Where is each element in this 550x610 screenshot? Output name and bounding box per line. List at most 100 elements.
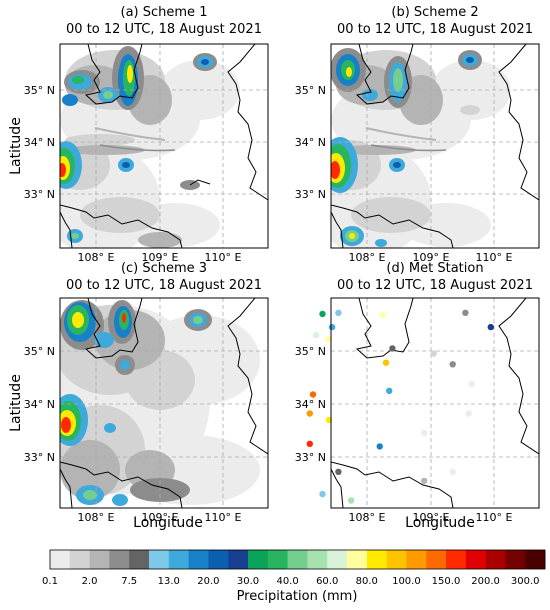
colorbar-cell	[208, 550, 229, 569]
station-marker	[313, 331, 320, 339]
colorbar-cell	[485, 550, 506, 569]
station-marker	[319, 310, 326, 318]
colorbar-cell	[248, 550, 269, 569]
panel-b-boundaries	[331, 44, 539, 248]
panel-b-map	[330, 43, 540, 249]
panel-a-title: (a) Scheme 1	[121, 5, 208, 20]
colorbar-cell	[228, 550, 249, 569]
colorbar-cell	[426, 550, 447, 569]
lon-tick-c-110: 110° E	[205, 511, 242, 524]
station-marker	[335, 309, 342, 316]
lat-tick-c-35: 35° N	[24, 345, 55, 358]
lat-tick-b-34: 34° N	[295, 136, 326, 149]
station-marker	[487, 323, 494, 331]
colorbar-cell	[89, 550, 110, 569]
colorbar-tick-label: 150.0	[432, 576, 461, 587]
colorbar-cell	[406, 550, 427, 569]
colorbar-tick-label: 300.0	[511, 576, 540, 587]
colorbar-tick-label: 40.0	[276, 576, 298, 587]
lat-tick-a-33: 33° N	[24, 188, 55, 201]
panel-d-title: (d) Met Station	[386, 261, 483, 276]
panel-c-gridlines	[60, 298, 268, 508]
panel-a-precip-field	[60, 46, 240, 248]
xlabel-left: Longitude	[133, 515, 203, 531]
lon-tick-b-110: 110° E	[476, 251, 513, 264]
lon-tick-d-110: 110° E	[476, 511, 513, 524]
colorbar	[50, 550, 546, 569]
lat-tick-b-35: 35° N	[295, 84, 326, 97]
station-marker	[389, 345, 396, 352]
colorbar-frame	[49, 549, 546, 570]
lon-tick-a-110: 110° E	[205, 251, 242, 264]
station-marker	[468, 380, 475, 388]
colorbar-cell	[465, 550, 486, 569]
colorbar-tick-label: 7.5	[121, 576, 137, 587]
panel-c-precip-field	[60, 300, 260, 506]
panel-b-title: (b) Scheme 2	[391, 5, 478, 20]
station-marker	[335, 468, 342, 475]
panel-a-boundaries	[60, 44, 268, 248]
colorbar-cell	[307, 550, 328, 569]
colorbar-tick-label: 13.0	[158, 576, 180, 587]
station-marker	[430, 350, 437, 357]
lon-tick-b-109: 109° E	[413, 251, 450, 264]
lat-tick-d-35: 35° N	[295, 345, 326, 358]
panel-a-gridlines	[60, 44, 268, 248]
colorbar-tick-label: 100.0	[392, 576, 421, 587]
station-marker	[421, 429, 428, 437]
lat-tick-c-33: 33° N	[24, 451, 55, 464]
colorbar-cell	[327, 550, 348, 569]
colorbar-tick-label: 2.0	[82, 576, 98, 587]
colorbar-cell	[149, 550, 170, 569]
colorbar-cell	[129, 550, 150, 569]
lat-tick-d-34: 34° N	[295, 398, 326, 411]
colorbar-cell	[386, 550, 407, 569]
colorbar-tick-label: 0.1	[42, 576, 58, 587]
station-marker	[379, 311, 387, 319]
lat-tick-d-33: 33° N	[295, 451, 326, 464]
lon-tick-c-109: 109° E	[142, 511, 179, 524]
station-marker	[325, 416, 333, 424]
station-marker	[421, 477, 428, 485]
panel-b-gridlines	[331, 44, 539, 248]
lat-tick-c-34: 34° N	[24, 398, 55, 411]
ylabel-bottom: Latitude	[8, 374, 24, 432]
colorbar-tick-label: 20.0	[197, 576, 219, 587]
station-marker	[382, 359, 390, 366]
station-marker	[319, 490, 326, 498]
station-marker	[376, 443, 383, 450]
colorbar-cell	[168, 550, 189, 569]
panel-d-map	[306, 297, 540, 509]
panel-a-subtitle: 00 to 12 UTC, 18 August 2021	[66, 22, 262, 37]
lon-tick-a-108: 108° E	[78, 251, 115, 264]
station-marker	[386, 387, 393, 394]
colorbar-tick-label: 30.0	[237, 576, 259, 587]
colorbar-cell	[267, 550, 288, 569]
lon-tick-a-109: 109° E	[142, 251, 179, 264]
panel-c-boundaries	[60, 298, 268, 508]
colorbar-cell	[69, 550, 90, 569]
lon-tick-c-108: 108° E	[78, 511, 115, 524]
colorbar-cell	[109, 550, 130, 569]
station-marker	[465, 410, 472, 417]
colorbar-tick-label: 60.0	[316, 576, 338, 587]
station-marker	[306, 440, 313, 447]
station-marker	[347, 497, 355, 504]
colorbar-label: Precipitation (mm)	[237, 589, 358, 604]
panel-b-precip-field	[331, 48, 511, 248]
colorbar-cell	[505, 550, 526, 569]
station-marker	[449, 361, 456, 368]
colorbar-tick-label: 200.0	[471, 576, 500, 587]
station-marker	[306, 410, 313, 417]
panel-b-subtitle: 00 to 12 UTC, 18 August 2021	[337, 22, 533, 37]
station-marker	[462, 309, 469, 316]
colorbar-cell	[366, 550, 387, 569]
station-marker	[309, 391, 317, 398]
station-marker	[325, 336, 333, 343]
colorbar-cell	[287, 550, 308, 569]
colorbar-cell	[50, 550, 71, 569]
panel-d-boundaries	[331, 298, 539, 508]
panel-d-subtitle: 00 to 12 UTC, 18 August 2021	[337, 278, 533, 293]
ylabel-top: Latitude	[8, 117, 24, 175]
